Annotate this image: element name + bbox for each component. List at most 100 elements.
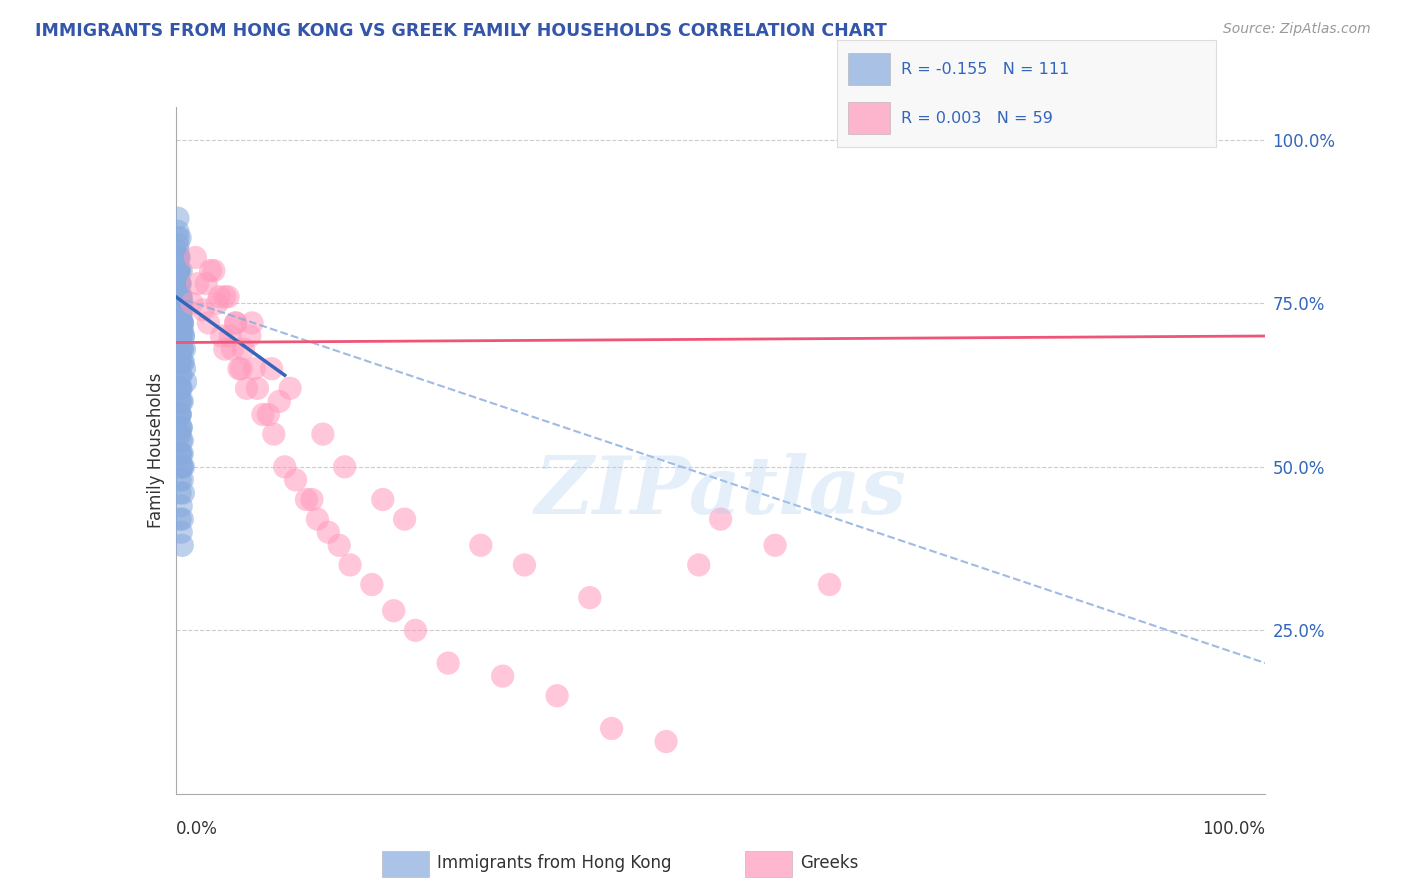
Point [167, 263, 190, 277]
Point [169, 512, 191, 526]
Point [239, 329, 262, 343]
Point [170, 434, 193, 448]
Text: ZIPatlas: ZIPatlas [534, 453, 907, 531]
Text: R = -0.155   N = 111: R = -0.155 N = 111 [901, 62, 1070, 77]
Point [170, 329, 193, 343]
Point [169, 316, 191, 330]
Point [710, 512, 733, 526]
Point [167, 277, 190, 291]
Point [818, 577, 841, 591]
Point [225, 316, 247, 330]
Point [169, 329, 191, 343]
Point [328, 538, 350, 552]
Point [172, 538, 194, 552]
Point [167, 263, 190, 277]
Point [167, 211, 190, 226]
Point [169, 408, 191, 422]
Point [278, 381, 301, 395]
Point [200, 263, 222, 277]
Point [235, 381, 257, 395]
Point [184, 251, 207, 265]
Point [169, 231, 191, 245]
Point [170, 290, 193, 304]
Y-axis label: Family Households: Family Households [146, 373, 165, 528]
Point [170, 368, 193, 383]
Point [174, 375, 197, 389]
Point [172, 459, 194, 474]
Point [172, 342, 194, 356]
Point [167, 342, 190, 356]
Point [170, 302, 193, 317]
Point [167, 394, 190, 409]
Point [169, 486, 191, 500]
Point [167, 277, 190, 291]
Point [172, 329, 194, 343]
Point [167, 263, 190, 277]
Point [240, 316, 263, 330]
Point [167, 277, 190, 291]
FancyBboxPatch shape [848, 53, 890, 85]
Point [170, 447, 193, 461]
Point [172, 322, 194, 336]
Point [172, 316, 194, 330]
Point [172, 394, 194, 409]
Point [394, 512, 416, 526]
Point [173, 342, 195, 356]
Point [301, 492, 323, 507]
Point [170, 499, 193, 513]
Point [208, 290, 231, 304]
Point [167, 355, 190, 369]
Point [167, 427, 190, 442]
Point [167, 342, 190, 356]
Text: Source: ZipAtlas.com: Source: ZipAtlas.com [1223, 22, 1371, 37]
Point [181, 296, 204, 310]
Text: 100.0%: 100.0% [1202, 820, 1265, 838]
Point [318, 525, 340, 540]
Point [333, 459, 356, 474]
Point [257, 408, 280, 422]
Point [169, 381, 191, 395]
Point [169, 277, 191, 291]
Point [170, 310, 193, 324]
Point [205, 296, 228, 310]
Point [169, 355, 191, 369]
Point [655, 734, 678, 748]
Point [167, 237, 190, 252]
Point [167, 355, 190, 369]
Point [211, 329, 233, 343]
Point [169, 277, 191, 291]
Point [169, 447, 191, 461]
Point [688, 558, 710, 572]
Point [172, 355, 194, 369]
Point [361, 577, 384, 591]
Point [167, 381, 190, 395]
Point [513, 558, 536, 572]
Point [167, 224, 190, 238]
Point [169, 290, 191, 304]
Point [225, 316, 247, 330]
Point [252, 408, 274, 422]
Point [307, 512, 329, 526]
Point [167, 408, 190, 422]
FancyBboxPatch shape [382, 851, 429, 877]
Point [169, 310, 191, 324]
Point [167, 263, 190, 277]
Point [172, 486, 194, 500]
Point [167, 342, 190, 356]
Point [169, 290, 191, 304]
Point [167, 277, 190, 291]
Point [169, 408, 191, 422]
Point [167, 302, 190, 317]
Point [437, 656, 460, 670]
Point [232, 342, 254, 356]
Point [382, 604, 405, 618]
Point [169, 394, 191, 409]
Point [246, 381, 269, 395]
Point [214, 290, 236, 304]
Point [186, 277, 209, 291]
Point [600, 722, 623, 736]
Point [339, 558, 361, 572]
Point [167, 302, 190, 317]
Point [172, 329, 194, 343]
Point [172, 316, 194, 330]
